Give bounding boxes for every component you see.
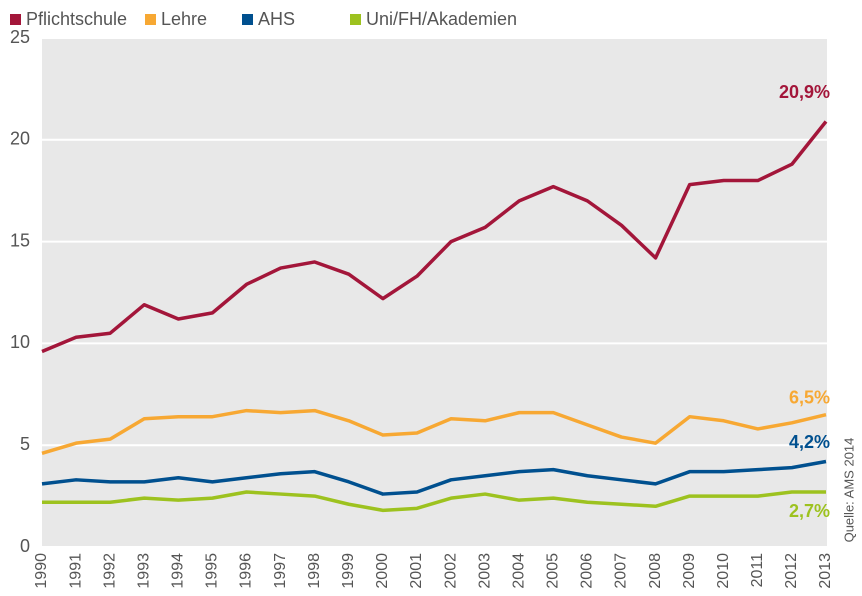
x-tick-label: 1997 (272, 553, 289, 589)
x-tick-label: 2002 (442, 553, 459, 589)
x-tick-label: 1991 (67, 553, 84, 589)
x-tick-label: 1992 (101, 553, 118, 589)
value-label: 2,7% (789, 501, 830, 521)
y-tick-label: 20 (10, 129, 30, 149)
x-tick-label: 1994 (170, 553, 187, 589)
y-tick-label: 15 (10, 230, 30, 250)
y-tick-label: 5 (20, 434, 30, 454)
x-tick-label: 2003 (476, 553, 493, 589)
value-label: 4,2% (789, 432, 830, 452)
series-line (41, 408, 827, 456)
x-tick-label: 2006 (579, 553, 596, 589)
value-label: 20,9% (779, 82, 830, 102)
legend-label: Uni/FH/Akademien (366, 9, 517, 29)
legend-swatch (350, 14, 361, 25)
x-tick-label: 2005 (545, 553, 562, 589)
x-tick-label: 2007 (613, 553, 630, 589)
x-tick-label: 2004 (510, 553, 527, 589)
series-line (41, 120, 828, 354)
x-tick-label: 1998 (306, 553, 323, 589)
y-tick-label: 0 (20, 536, 30, 556)
x-tick-label: 2010 (715, 553, 732, 589)
legend-swatch (145, 14, 156, 25)
plot-background (42, 38, 827, 547)
y-tick-label: 10 (10, 332, 30, 352)
source: Quelle: AMS 2014 (841, 438, 856, 543)
y-tick-label: 25 (10, 27, 30, 47)
x-tick-label: 1990 (33, 553, 50, 589)
x-tick-label: 1993 (135, 553, 152, 589)
legend-label: Lehre (161, 9, 207, 29)
x-tick-label: 2012 (783, 553, 800, 589)
x-tick-label: 2011 (749, 553, 766, 588)
x-tick-label: 1995 (204, 553, 221, 589)
x-tick-label: 2000 (374, 553, 391, 589)
series-line (42, 490, 826, 513)
legend-swatch (10, 14, 21, 25)
x-tick-label: 2008 (647, 553, 664, 589)
x-tick-label: 2009 (681, 553, 698, 589)
x-tick-label: 1999 (340, 553, 357, 589)
x-tick-label: 2001 (408, 553, 425, 589)
series-line (41, 459, 827, 496)
legend-label: Pflichtschule (26, 9, 127, 29)
legend-label: AHS (258, 9, 295, 29)
legend-swatch (242, 14, 253, 25)
x-tick-label: 1996 (238, 553, 255, 589)
x-tick-label: 2013 (817, 553, 834, 589)
value-label: 6,5% (789, 387, 830, 407)
